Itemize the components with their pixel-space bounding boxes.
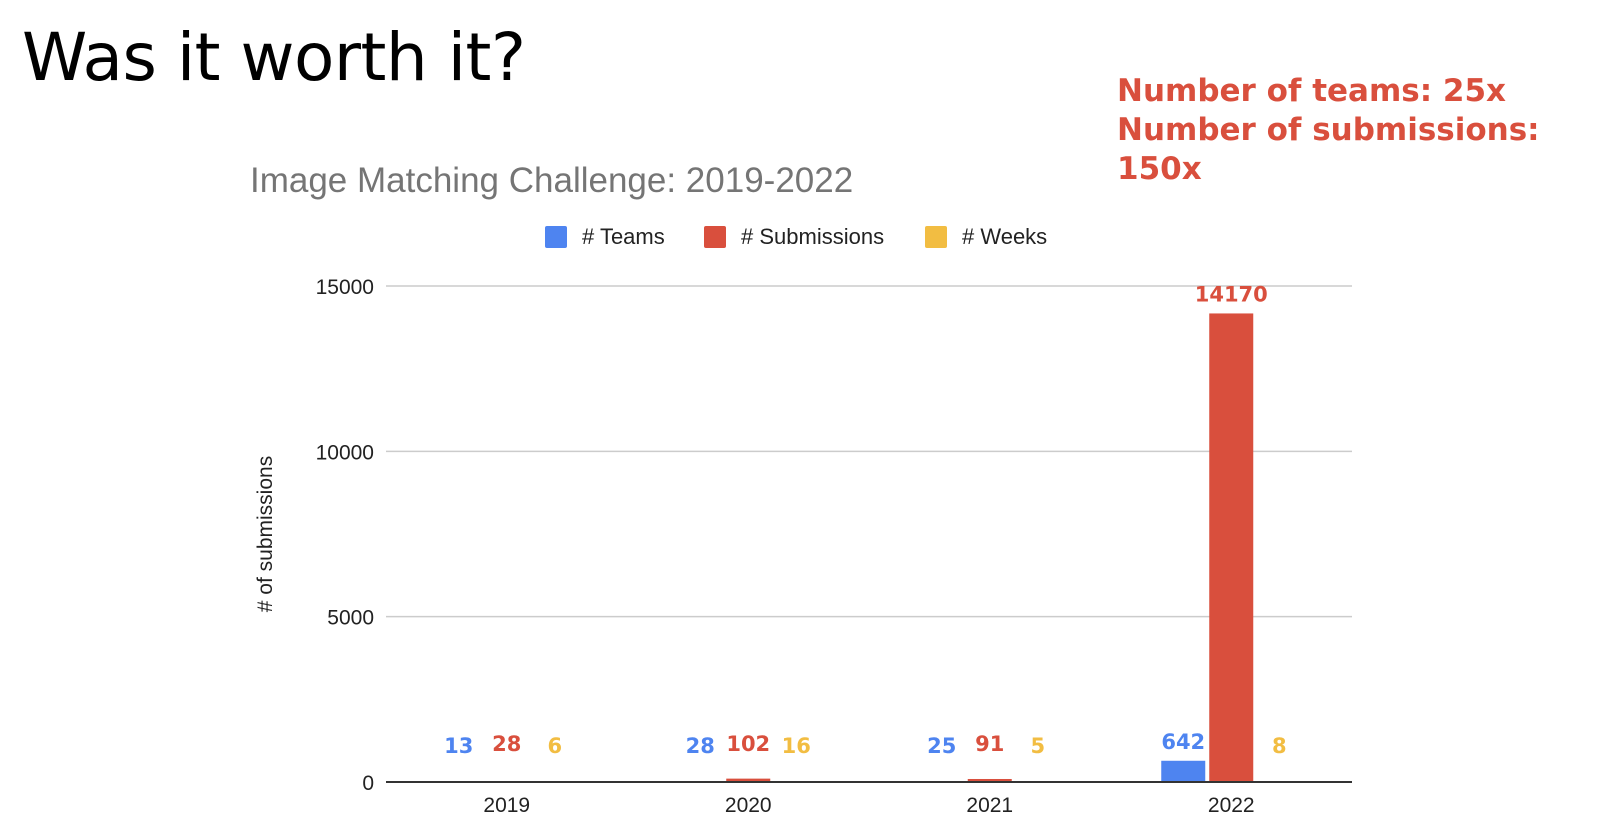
legend-swatch bbox=[925, 226, 947, 248]
legend-label: # Teams bbox=[582, 224, 665, 249]
data-label: 16 bbox=[782, 734, 811, 758]
x-tick-label: 2020 bbox=[725, 794, 772, 817]
bar bbox=[726, 778, 771, 782]
data-label: 8 bbox=[1272, 734, 1287, 758]
x-tick-label: 2021 bbox=[966, 794, 1013, 817]
callout-text: Number of teams: 25x Number of submissio… bbox=[1117, 72, 1540, 189]
data-label: 102 bbox=[726, 732, 770, 756]
legend-label: # Weeks bbox=[962, 224, 1047, 249]
data-label: 28 bbox=[492, 732, 521, 756]
x-tick-label: 2019 bbox=[483, 794, 530, 817]
data-label: 13 bbox=[444, 734, 473, 758]
x-tick-label: 2022 bbox=[1208, 794, 1255, 817]
legend-swatch bbox=[704, 226, 726, 248]
data-label: 28 bbox=[686, 734, 715, 758]
data-label: 14170 bbox=[1195, 282, 1268, 306]
data-label: 642 bbox=[1161, 730, 1205, 754]
y-tick-label: 15000 bbox=[316, 276, 374, 299]
bar bbox=[1161, 760, 1206, 782]
data-label: 5 bbox=[1030, 734, 1045, 758]
legend-swatch bbox=[545, 226, 567, 248]
bar bbox=[1209, 313, 1254, 782]
y-tick-label: 0 bbox=[362, 772, 374, 795]
legend-label: # Submissions bbox=[741, 224, 884, 249]
chart-title: Image Matching Challenge: 2019-2022 bbox=[250, 161, 853, 200]
y-tick-label: 5000 bbox=[327, 607, 374, 630]
callout-line: Number of submissions: bbox=[1117, 112, 1540, 148]
data-label: 91 bbox=[975, 732, 1004, 756]
callout-line: Number of teams: 25x bbox=[1117, 73, 1507, 109]
callout-line: 150x bbox=[1117, 151, 1202, 187]
slide-title: Was it worth it? bbox=[22, 19, 526, 96]
bar bbox=[967, 778, 1012, 782]
y-tick-label: 10000 bbox=[316, 441, 374, 464]
data-label: 6 bbox=[547, 734, 562, 758]
data-label: 25 bbox=[927, 734, 956, 758]
y-axis-label: # of submissions bbox=[254, 456, 277, 612]
